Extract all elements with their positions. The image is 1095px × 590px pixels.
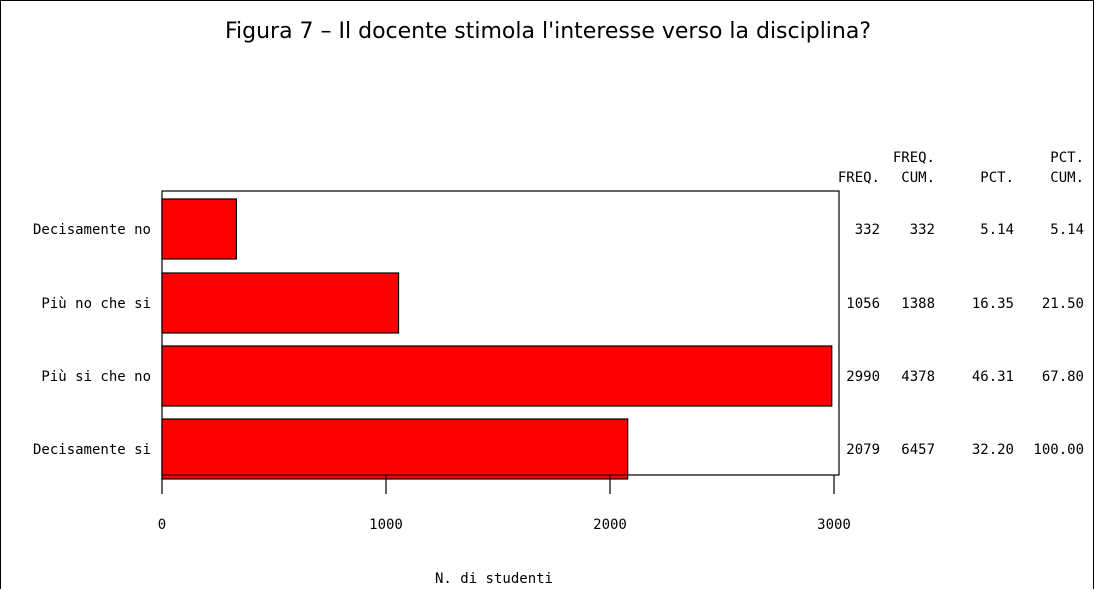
table-header: PCT. — [980, 170, 1014, 186]
table-cell: 5.14 — [980, 222, 1014, 238]
table-cell: 6457 — [901, 442, 935, 458]
x-tick-label: 3000 — [817, 517, 851, 533]
x-axis: 0 1000 2000 3000 — [158, 474, 851, 533]
table-cell: 32.20 — [972, 442, 1014, 458]
category-label: Decisamente si — [33, 442, 151, 458]
x-tick-label: 0 — [158, 517, 166, 533]
bar — [161, 198, 237, 260]
table-header: FREQ. — [838, 170, 880, 186]
bars-group — [161, 198, 833, 480]
table-cell: 5.14 — [1050, 222, 1084, 238]
bar — [161, 418, 629, 480]
table-cell: 332 — [855, 222, 880, 238]
table-cell: 21.50 — [1042, 296, 1084, 312]
table-cell: 100.00 — [1033, 442, 1084, 458]
chart-title: Figura 7 – Il docente stimola l'interess… — [225, 19, 871, 44]
table-header: PCT. — [1050, 150, 1084, 166]
x-axis-label: N. di studenti — [435, 571, 553, 587]
table-cell: 1388 — [901, 296, 935, 312]
x-tick-label: 1000 — [369, 517, 403, 533]
table-cell: 4378 — [901, 369, 935, 385]
table-header: FREQ. — [893, 150, 935, 166]
table-cell: 332 — [910, 222, 935, 238]
table-cell: 2990 — [846, 369, 880, 385]
stats-table: FREQ. FREQ. CUM. PCT. PCT. CUM. 332 332 5.14 5.14… — [838, 150, 1084, 458]
table-cell: 1056 — [846, 296, 880, 312]
bar — [161, 345, 833, 407]
x-tick-label: 2000 — [593, 517, 627, 533]
table-cell: 46.31 — [972, 369, 1014, 385]
table-cell: 67.80 — [1042, 369, 1084, 385]
category-label: Più no che si — [41, 296, 151, 312]
category-labels: Decisamente no Più no che si Più si che no… — [33, 222, 151, 458]
table-cell: 16.35 — [972, 296, 1014, 312]
category-label: Decisamente no — [33, 222, 151, 238]
table-cell: 2079 — [846, 442, 880, 458]
category-label: Più si che no — [41, 369, 151, 385]
bar — [161, 272, 400, 334]
table-header: CUM. — [1050, 170, 1084, 186]
table-header: CUM. — [901, 170, 935, 186]
